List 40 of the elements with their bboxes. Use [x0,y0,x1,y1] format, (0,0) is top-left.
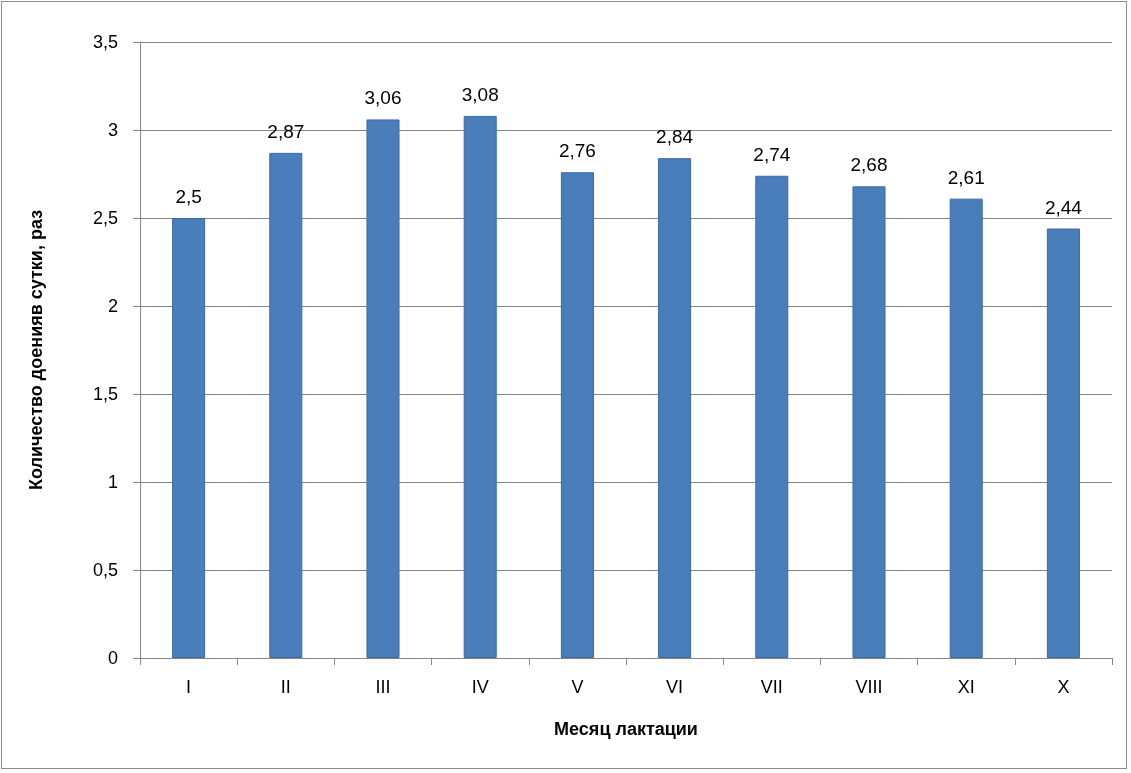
data-label: 2,76 [558,140,596,162]
y-axis-title: Количество доенияв сутки, раз [26,209,46,491]
y-tick-label: 1,5 [92,384,118,404]
bar [269,152,303,658]
x-tick-label: II [280,677,291,697]
data-label: 3,08 [461,83,499,105]
y-tick-label: 0 [107,648,118,668]
y-tick-label: 2 [107,296,118,316]
bar [560,172,594,658]
x-tick-label: VI [666,677,684,697]
bar [366,119,400,658]
bar [172,218,206,658]
x-tick-label: XI [957,677,975,697]
bar [658,158,692,658]
bar [463,115,497,658]
x-tick-label: VII [760,677,783,697]
data-label: 2,68 [850,154,888,176]
y-tick-label: 2,5 [92,208,118,228]
y-tick-label: 0,5 [92,560,118,580]
data-label: 2,61 [947,166,985,188]
y-tick-label: 3,5 [92,32,118,52]
data-label: 2,5 [175,186,202,207]
x-tick-label: I [186,677,192,697]
bar [949,198,983,658]
x-axis-title: Месяц лактации [554,719,698,739]
bar [1046,228,1080,658]
bar [755,175,789,658]
data-label: 3,06 [364,87,402,109]
y-tick-label: 1 [107,472,118,492]
y-tick-label: 3 [107,120,118,140]
x-tick-label: VIII [855,677,883,697]
data-label: 2,44 [1044,196,1083,218]
data-label: 2,84 [656,126,694,148]
bar [852,186,886,658]
x-tick-label: V [571,677,584,697]
data-label: 2,87 [267,120,305,142]
data-label: 2,74 [753,143,791,165]
x-tick-label: X [1057,677,1070,697]
x-tick-label: III [375,677,391,697]
x-tick-label: IV [471,677,489,697]
